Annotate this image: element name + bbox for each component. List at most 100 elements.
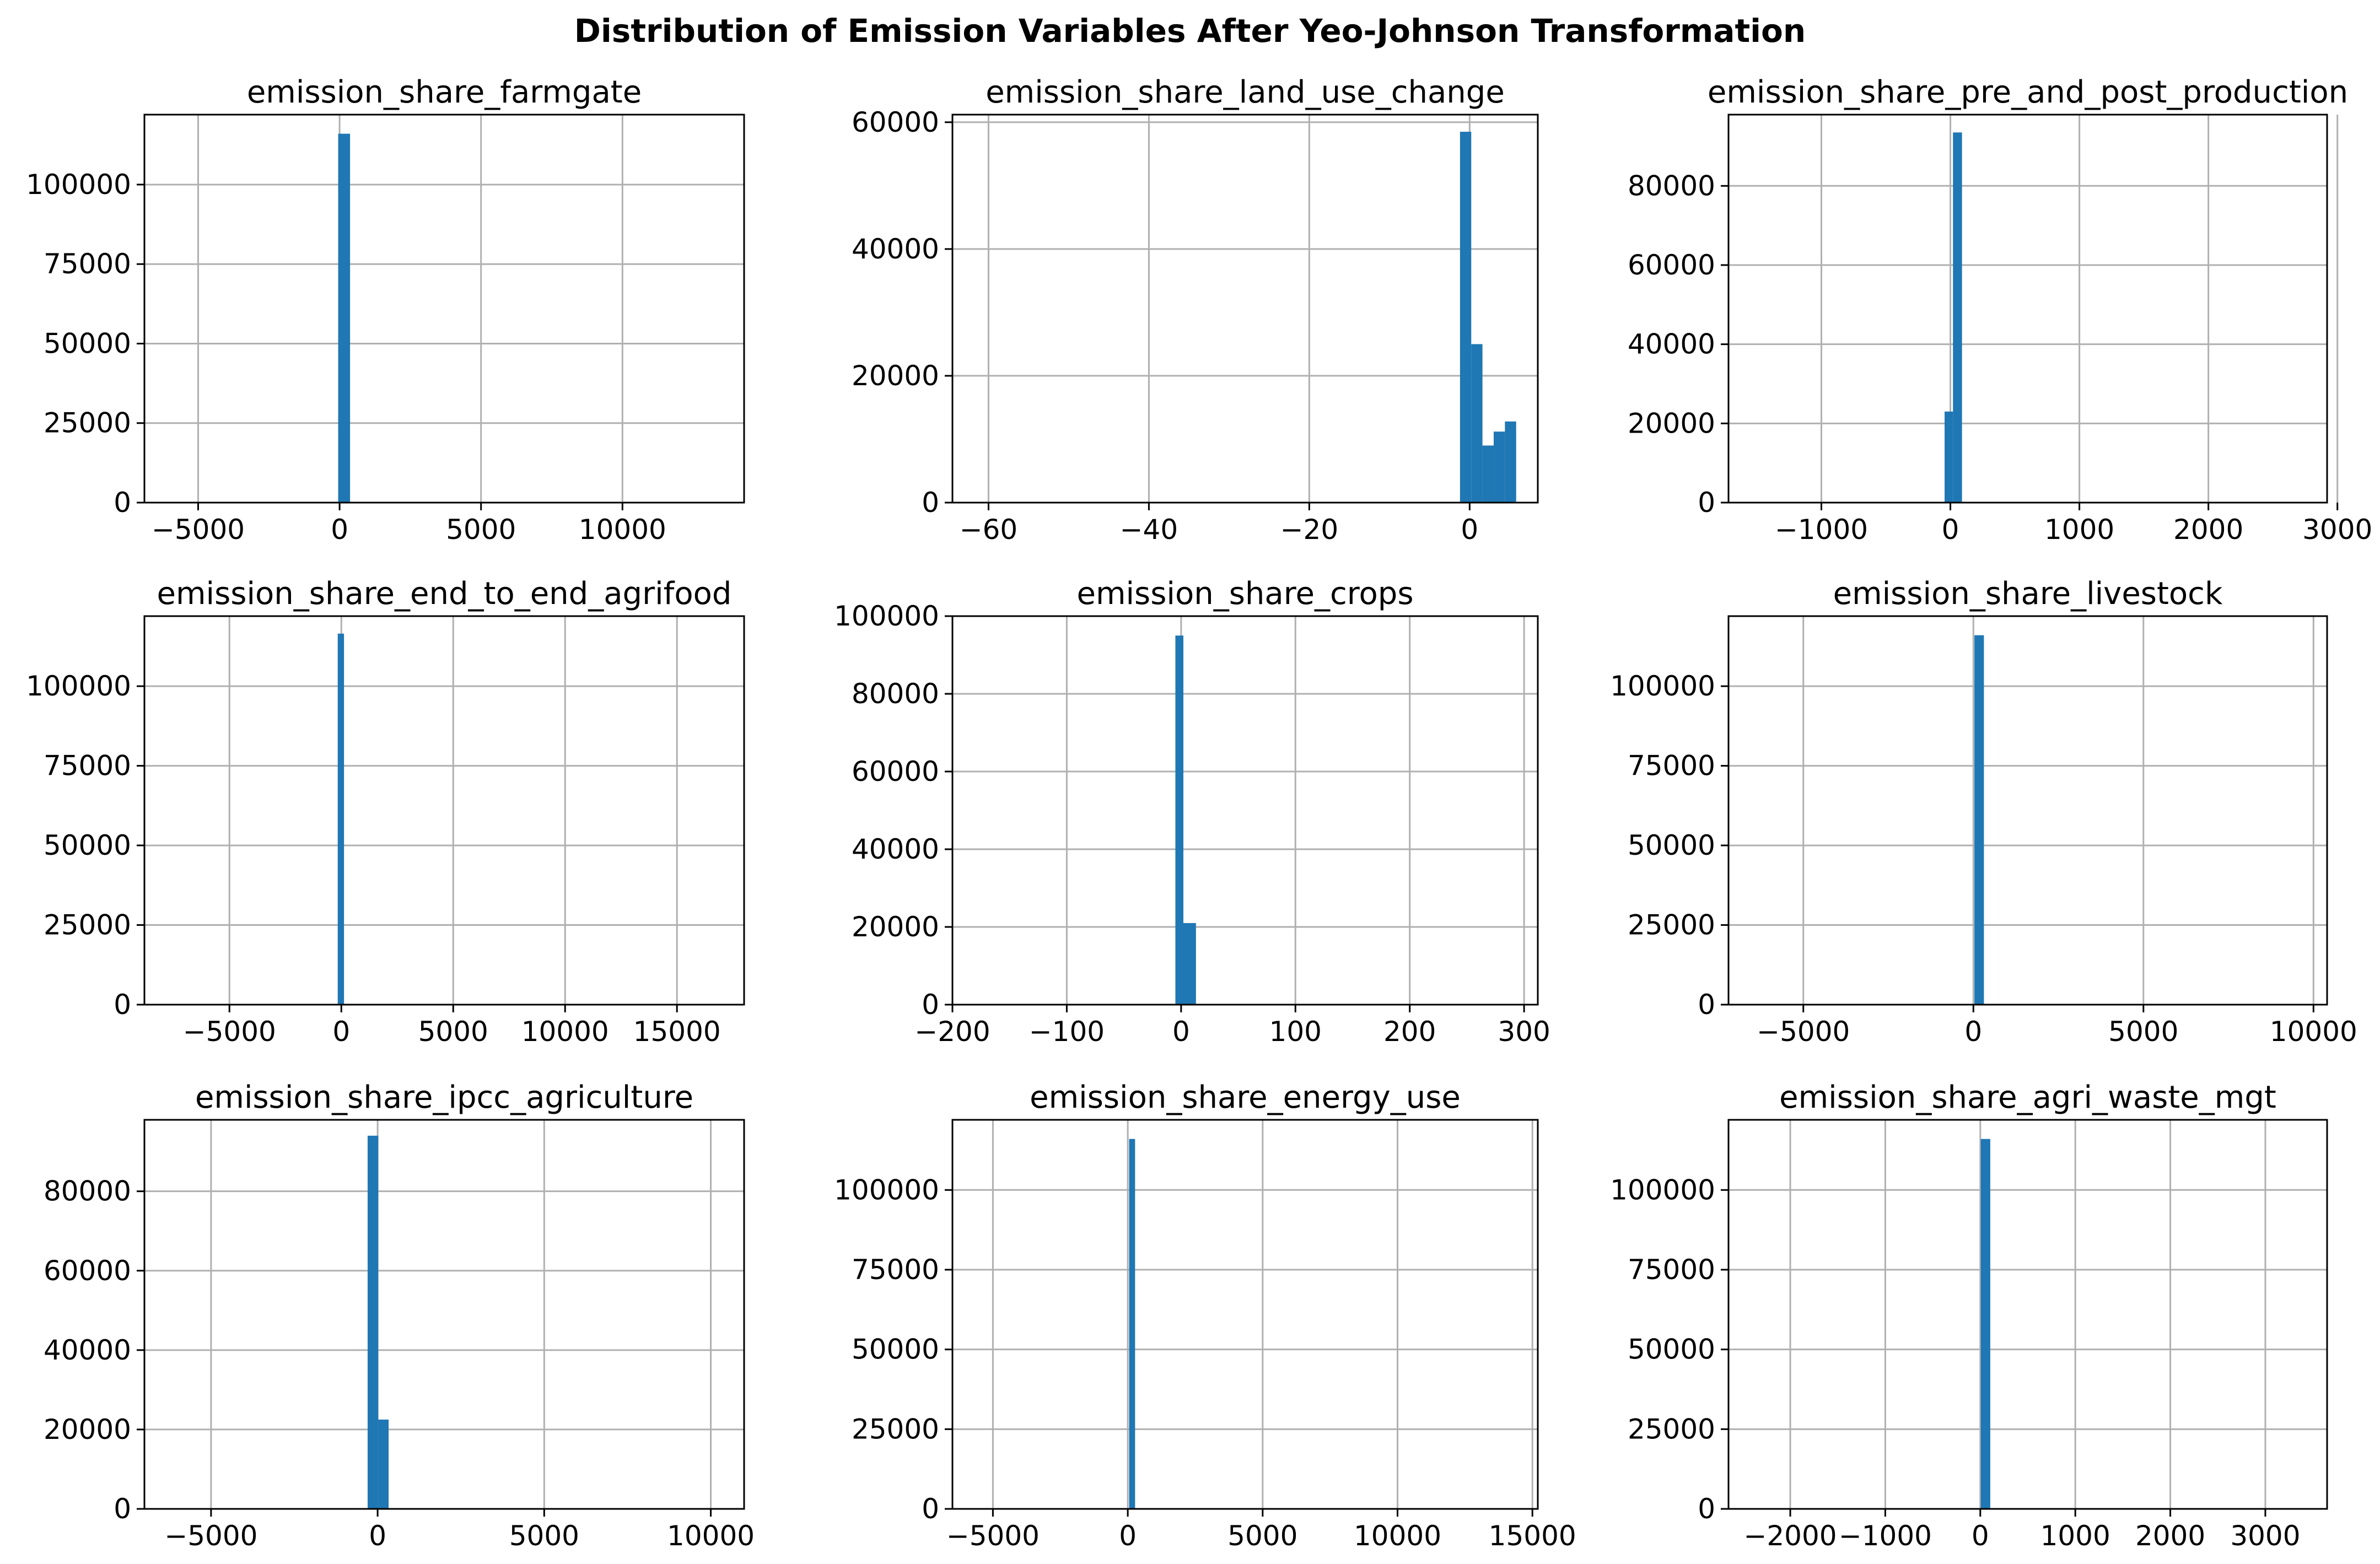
x-tick-label: −2000 <box>1743 1520 1837 1552</box>
axes-frame <box>143 1119 745 1510</box>
y-tick-label: 75000 <box>44 750 131 782</box>
x-tick-label: 3000 <box>2230 1520 2300 1552</box>
axes-frame <box>951 114 1539 504</box>
y-tick-label: 50000 <box>44 829 131 861</box>
y-tick-label: 0 <box>114 487 131 519</box>
figure-title: Distribution of Emission Variables After… <box>574 12 1806 50</box>
y-tick-label: 20000 <box>44 1414 131 1446</box>
histogram-bar <box>1953 132 1962 503</box>
y-tick-label: 20000 <box>852 911 939 943</box>
y-tick-label: 100000 <box>26 670 131 702</box>
x-tick-label: 5000 <box>2108 1016 2178 1048</box>
x-tick-label: −5000 <box>946 1520 1040 1552</box>
y-tick-label: 0 <box>922 1493 939 1525</box>
histogram-bar <box>1129 1139 1135 1509</box>
x-tick-label: 1000 <box>2040 1520 2110 1552</box>
y-tick-label: 0 <box>1698 989 1715 1021</box>
x-tick-label: 3000 <box>2302 514 2372 546</box>
y-tick-label: 100000 <box>1610 1174 1715 1206</box>
x-tick-label: 10000 <box>579 514 666 546</box>
y-tick-label: 80000 <box>44 1175 131 1207</box>
y-tick-label: 100000 <box>26 169 131 201</box>
y-tick-label: 80000 <box>1628 170 1715 202</box>
x-tick-label: 1000 <box>2044 514 2114 546</box>
x-tick-label: 10000 <box>521 1016 609 1048</box>
histogram-bar <box>1183 923 1196 1005</box>
x-tick-label: 5000 <box>1227 1520 1297 1552</box>
y-tick-label: 25000 <box>44 407 131 439</box>
y-tick-label: 40000 <box>44 1334 131 1366</box>
axes-frame <box>1727 1119 2328 1510</box>
y-tick-label: 60000 <box>1628 249 1715 281</box>
x-tick-label: −200 <box>914 1016 990 1048</box>
y-tick-label: 60000 <box>852 756 939 788</box>
y-tick-label: 100000 <box>834 600 939 632</box>
x-tick-label: −5000 <box>183 1016 276 1048</box>
x-tick-label: 200 <box>1383 1016 1436 1048</box>
y-tick-label: 0 <box>114 1493 131 1525</box>
histogram-bar <box>1482 445 1494 503</box>
y-tick-label: 60000 <box>852 106 939 138</box>
axes-frame <box>951 615 1539 1006</box>
y-tick-label: 25000 <box>44 909 131 941</box>
x-tick-label: 0 <box>1461 514 1478 546</box>
y-tick-label: 25000 <box>1628 1413 1715 1445</box>
subplot-8: emission_share_energy_use−5000 0 5000 10000… <box>834 1080 1576 1552</box>
subplot-2: emission_share_land_use_change −60 −40 −20 0… <box>852 74 1539 546</box>
x-tick-label: 5000 <box>418 1016 488 1048</box>
axes-frame <box>143 615 745 1006</box>
x-tick-label: 2000 <box>2173 514 2243 546</box>
y-tick-label: 50000 <box>1628 1334 1715 1366</box>
y-tick-label: 0 <box>114 989 131 1021</box>
histogram-bar <box>1945 411 1953 503</box>
axes-frame <box>1727 615 2328 1006</box>
subplot-title: emission_share_crops <box>1076 576 1413 612</box>
y-tick-label: 50000 <box>852 1334 939 1366</box>
y-tick-label: 25000 <box>1628 909 1715 941</box>
subplot-1: emission_share_farmgate −5000 0 5000 100000 2… <box>26 74 745 546</box>
x-tick-label: −1000 <box>1839 1520 1932 1552</box>
x-tick-label: −5000 <box>1757 1016 1850 1048</box>
histogram-bar <box>367 1135 379 1509</box>
x-tick-label: 0 <box>1119 1520 1137 1552</box>
y-tick-label: 0 <box>1698 1493 1715 1525</box>
y-tick-label: 75000 <box>1628 1254 1715 1286</box>
x-tick-label: 100 <box>1269 1016 1322 1048</box>
subplot-5: emission_share_crops −200 −100 0 100 200 300 0 2… <box>834 576 1550 1048</box>
histogram-bar <box>1175 635 1183 1005</box>
x-tick-label: 0 <box>1172 1016 1190 1048</box>
x-tick-label: 0 <box>1942 514 1959 546</box>
x-tick-label: 15000 <box>1489 1520 1576 1552</box>
y-tick-label: 40000 <box>852 233 939 265</box>
x-tick-label: −20 <box>1280 514 1339 546</box>
x-tick-label: −1000 <box>1775 514 1868 546</box>
y-tick-label: 0 <box>1698 487 1715 519</box>
x-tick-label: 0 <box>332 1016 350 1048</box>
axes-frame <box>1727 114 2328 504</box>
y-tick-label: 20000 <box>852 360 939 392</box>
subplot-title: emission_share_farmgate <box>247 74 642 110</box>
histogram-bar <box>378 1419 389 1509</box>
x-tick-label: −40 <box>1120 514 1178 546</box>
y-tick-label: 75000 <box>852 1254 939 1286</box>
axes-frame <box>951 1119 1539 1510</box>
x-tick-label: −60 <box>960 514 1018 546</box>
x-tick-label: −5000 <box>152 514 245 546</box>
x-tick-label: 15000 <box>633 1016 721 1048</box>
histogram-bar <box>1493 432 1505 503</box>
x-tick-label: 2000 <box>2135 1520 2205 1552</box>
x-tick-label: 10000 <box>2270 1016 2357 1048</box>
x-tick-label: −100 <box>1029 1016 1105 1048</box>
x-tick-label: 5000 <box>446 514 516 546</box>
x-tick-label: −5000 <box>164 1520 257 1552</box>
subplot-title: emission_share_end_to_end_agrifood <box>157 576 732 612</box>
histogram-bar <box>1980 1139 1990 1509</box>
x-tick-label: 10000 <box>1354 1520 1441 1552</box>
y-tick-label: 100000 <box>1610 670 1715 702</box>
subplot-6: emission_share_livestock−5000 0 5000 100000… <box>1610 576 2357 1048</box>
subplot-title: emission_share_energy_use <box>1030 1080 1461 1115</box>
histogram-bar <box>1460 132 1472 503</box>
y-tick-label: 40000 <box>852 833 939 865</box>
subplot-title: emission_share_ipcc_agriculture <box>195 1080 693 1115</box>
